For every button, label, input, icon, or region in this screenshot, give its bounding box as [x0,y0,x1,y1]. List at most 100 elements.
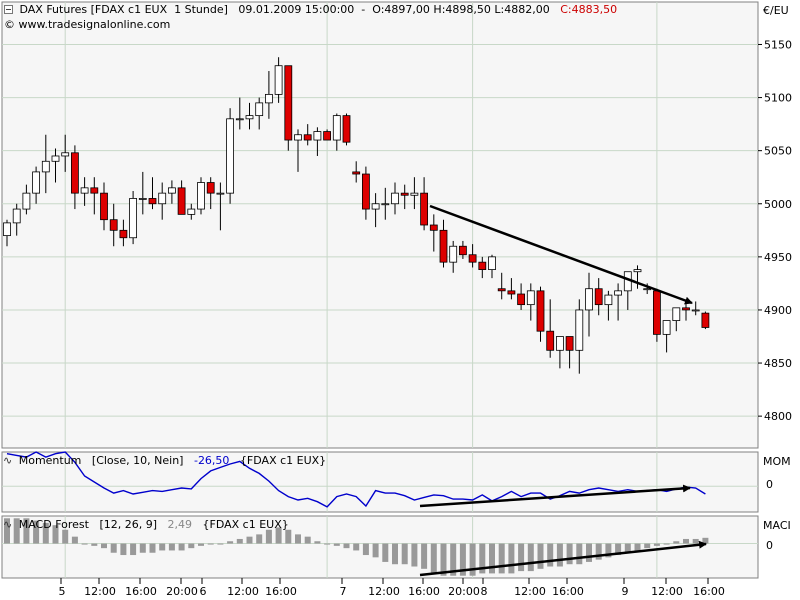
candle [575,299,584,374]
macd-bar [256,534,263,544]
macd-bar [130,543,137,556]
up-candle-body [235,118,244,121]
candle [381,187,390,220]
candle [41,134,50,194]
candle [303,124,312,146]
x-tick-label: 12:00 [227,585,259,598]
up-candle-body [138,198,147,200]
macd-bar [33,520,40,544]
momentum-value: -26,50 [193,454,230,467]
macd-bar [149,543,156,553]
candle [565,336,574,369]
candle [478,256,487,279]
macd-bar [401,543,408,565]
candle [294,129,302,172]
x-tick-label: 16:00 [265,585,297,598]
macd-bar [673,541,680,544]
macd-bar [139,543,146,553]
macd-params: [12, 26, 9] [99,518,158,531]
x-tick-label: 12:00 [651,585,683,598]
macd-bar [566,543,573,565]
up-candle-body [3,222,11,237]
candle [701,311,710,330]
macd-bar [372,543,379,558]
x-tick-label: 20:00 [448,585,480,598]
down-candle-body [458,245,467,256]
macd-header: ∿ MACD Forest [12, 26, 9] 2,49 {FDAX c1 … [3,518,289,531]
macd-bar [537,543,544,569]
macd-bar [343,543,350,549]
macd-bar [508,543,515,574]
down-candle-body [109,219,118,231]
down-candle-body [100,192,108,221]
down-candle-body [420,192,429,226]
candle [653,288,661,342]
macd-bar [489,543,495,574]
candle [119,219,128,247]
candle [391,182,399,215]
candle [361,166,370,220]
down-candle-body [439,229,448,263]
candle [410,177,419,210]
up-candle-body [41,160,50,173]
x-tick-label: 16:00 [552,585,584,598]
up-candle-body [672,307,681,321]
macd-bar [411,543,418,567]
candle [158,182,167,220]
momentum-name: Momentum [18,454,82,467]
macd-bar [285,529,292,544]
candle [352,161,361,183]
macd-panel-frame [1,515,759,579]
up-candle-body [264,93,273,104]
macd-bar [547,543,554,567]
main-panel-frame [1,1,759,449]
close-value: C:4883,50 [560,3,618,16]
macd-value: 2,49 [167,518,193,531]
candle [614,283,622,321]
candle [662,320,671,353]
candle [187,203,196,220]
candle [129,191,138,245]
up-candle-body [614,290,622,296]
candle [633,265,642,289]
down-candle-body [400,192,409,196]
down-candle-body [284,65,293,141]
up-candle-body [604,294,613,306]
candle [22,184,31,215]
x-tick-label: 9 [622,585,629,598]
momentum-line [6,451,706,508]
up-candle-body [294,134,302,141]
macd-bar [62,529,69,544]
minus-box-icon[interactable] [4,5,13,14]
down-candle-body [119,229,128,239]
candle [342,113,351,146]
candle [507,278,516,300]
trend-arrow-macd [419,540,707,577]
candle [585,272,593,337]
candle [420,177,429,231]
macd-bar [304,536,311,544]
candle [245,102,254,130]
candle [556,336,564,369]
macd-bar [227,541,234,544]
momentum-axis-label: MOM [763,455,791,468]
candle [167,180,176,204]
macd-bar [459,543,466,576]
x-tick-label: 16:00 [125,585,157,598]
macd-bar [4,518,10,544]
candle [594,278,603,316]
down-candle-body [303,134,312,141]
macd-bar [576,543,583,565]
candle [274,57,283,103]
macd-bar [556,543,563,567]
candle [672,307,681,332]
down-candle-body [682,307,690,311]
macd-bar [624,543,631,553]
macd-bar [527,543,534,572]
macd-bar [295,534,301,544]
x-tick-label: 7 [340,585,347,598]
x-tick-label: 20:00 [166,585,198,598]
up-candle-body [216,192,225,195]
candle [216,182,225,231]
ohlc-values: O:4897,00 H:4898,50 L:4882,00 [372,3,550,16]
